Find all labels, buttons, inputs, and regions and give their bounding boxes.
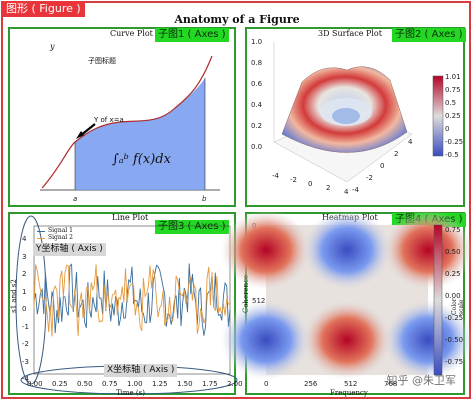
- line-y-tick: 0: [22, 305, 27, 313]
- surface-plot-panel: [245, 27, 465, 207]
- surface-y-tick: 2: [394, 150, 399, 158]
- curve-axes-tag: 子图1 ( Axes ): [155, 28, 229, 42]
- surface-x-tick: 0: [308, 180, 313, 188]
- line-y-tick: 4: [22, 235, 27, 243]
- curve-annotation: Y of x=a: [94, 116, 124, 124]
- line-x-tick: 1.75: [202, 380, 218, 388]
- heatmap-colorbar-tick: 0.50: [445, 248, 461, 256]
- surface-colorbar-tick: 0.75: [445, 86, 461, 94]
- surface-x-tick: -4: [272, 172, 279, 180]
- surface-colorbar-tick: 0.25: [445, 112, 461, 120]
- line-x-tick: 1.25: [152, 380, 168, 388]
- surface-z-tick: 1.0: [251, 38, 263, 46]
- line-y-tick: -4: [22, 375, 29, 383]
- surface-x-tick: 4: [344, 188, 349, 196]
- heatmap-colorbar: [433, 224, 443, 376]
- line-x-tick: 1.50: [177, 380, 193, 388]
- line-x-tick: 0.25: [52, 380, 68, 388]
- surface-z-tick: 0.4: [251, 101, 263, 109]
- signal-1-line: [33, 263, 231, 336]
- curve-y-label: y: [50, 42, 55, 51]
- line-y-tick: 3: [22, 252, 27, 261]
- x-axis-tag: X坐标轴 ( Axis ): [104, 364, 178, 377]
- line-legend: Signal 1 Signal 2: [37, 227, 83, 244]
- line-y-label: s1 and s2: [9, 279, 18, 313]
- surface-plot-area: [273, 42, 413, 183]
- line-y-tick: -1: [22, 322, 29, 331]
- legend-signal-2: Signal 2: [48, 234, 73, 241]
- heatmap-x-tick: 256: [304, 380, 318, 388]
- curve-integral: ∫ₐᵇ f(x)dx: [112, 152, 171, 167]
- line-x-tick: 2.00: [227, 380, 243, 388]
- surface-z-tick: 0.8: [251, 59, 263, 67]
- heatmap-x-tick: 768: [384, 380, 398, 388]
- line-y-tick: 1: [22, 287, 27, 296]
- line-plot-title: Line Plot: [112, 213, 149, 222]
- curve-xtick-a: a: [73, 195, 78, 203]
- surface-colorbar-tick: 1.01: [445, 73, 461, 81]
- surface-plot-title: 3D Surface Plot: [318, 29, 382, 38]
- surface-colorbar-tick: 0.5: [445, 99, 457, 107]
- heatmap-colorbar-tick: -0.25: [445, 314, 464, 322]
- heatmap-x-label: Frequency: [330, 389, 368, 397]
- curve-line: [41, 55, 213, 189]
- surface-colorbar-tick: -0.5: [445, 151, 459, 159]
- watermark: 知乎 @朱卫军: [386, 374, 457, 387]
- heatmap-colorbar-tick: -0.75: [445, 358, 464, 366]
- surface-z-tick: 0.2: [251, 122, 263, 130]
- surface-x-tick: -2: [290, 176, 297, 184]
- y-axis-tag: Y坐标轴 ( Axis ): [33, 243, 106, 256]
- heatmap-colorbar-tick: 0.75: [445, 226, 461, 234]
- curve-xtick-b: b: [202, 195, 207, 203]
- signal-2-line: [33, 264, 230, 337]
- heatmap-colorbar-label: Color scale: [451, 298, 465, 315]
- line-x-tick: 0.50: [77, 380, 93, 388]
- heatmap-colorbar-tick: -0.50: [445, 336, 464, 344]
- surface-y-tick: -4: [352, 186, 359, 194]
- line-axes-tag: 子图3 ( Axes ): [155, 220, 229, 234]
- figure-suptitle: Anatomy of a Figure: [174, 13, 300, 26]
- line-y-tick: 2: [22, 270, 27, 278]
- surface-colorbar-tick: -0.25: [445, 138, 464, 146]
- surface-y-tick: -2: [366, 174, 373, 182]
- heatmap-colorbar-tick: 0.25: [445, 270, 461, 278]
- surface-axes-tag: 子图2 ( Axes ): [392, 28, 466, 42]
- surface-colorbar: [432, 75, 444, 157]
- curve-subtitle-note: 子图标题: [88, 57, 116, 65]
- curve-plot-title: Curve Plot: [110, 29, 153, 38]
- surface-z-tick: 0.6: [251, 80, 263, 88]
- line-y-tick: -2: [22, 340, 29, 348]
- surface-x-tick: 2: [326, 184, 331, 192]
- surface-y-tick: 0: [380, 162, 385, 170]
- line-x-tick: 0.75: [102, 380, 118, 388]
- line-x-tick: 0.00: [27, 380, 43, 388]
- heatmap-area: [221, 210, 473, 380]
- surface-y-tick: 4: [408, 138, 413, 146]
- line-plot-area: [33, 225, 231, 375]
- heatmap-x-tick: 0: [264, 380, 269, 388]
- surface-z-tick: 0.0: [251, 143, 263, 151]
- line-x-tick: 1.00: [127, 380, 143, 388]
- curve-plot-area: [40, 55, 220, 191]
- line-x-label: Time (s): [116, 389, 145, 397]
- line-y-tick: -3: [22, 357, 29, 366]
- figure-label: 图形 ( Figure ): [2, 1, 85, 17]
- heatmap-colorbar-tick: 0.00: [445, 292, 461, 300]
- curve-area-fill: [75, 78, 205, 190]
- surface-colorbar-tick: 0: [445, 125, 450, 133]
- legend-signal-1: Signal 1: [48, 227, 73, 234]
- heatmap-x-tick: 512: [344, 380, 358, 388]
